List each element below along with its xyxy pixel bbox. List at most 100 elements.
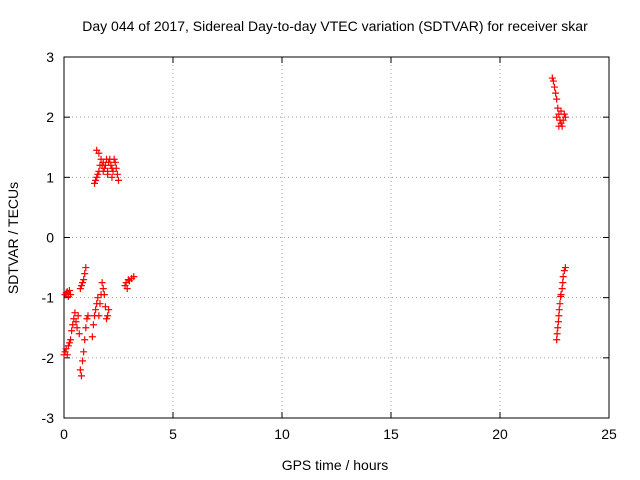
data-point xyxy=(81,336,89,344)
data-point xyxy=(101,303,109,311)
data-point xyxy=(68,327,76,335)
x-tick-label: 25 xyxy=(601,426,617,442)
data-point xyxy=(63,351,71,359)
data-point xyxy=(71,309,79,317)
data-point xyxy=(557,107,565,115)
y-tick-label: -3 xyxy=(42,410,55,426)
data-point xyxy=(82,324,90,332)
data-point xyxy=(98,279,106,287)
data-point xyxy=(100,164,108,172)
data-point xyxy=(561,264,569,272)
data-point xyxy=(67,291,75,299)
data-point xyxy=(115,176,122,184)
data-point xyxy=(64,342,72,350)
data-point xyxy=(559,273,567,281)
data-point xyxy=(83,315,91,323)
data-point xyxy=(109,167,117,175)
data-point xyxy=(76,285,84,293)
data-point xyxy=(95,149,103,157)
data-point xyxy=(103,315,111,323)
data-point xyxy=(561,113,569,121)
data-point xyxy=(93,173,101,181)
x-tick-label: 20 xyxy=(492,426,508,442)
data-point xyxy=(554,324,562,332)
data-point xyxy=(556,300,564,308)
data-point xyxy=(112,164,120,172)
data-point xyxy=(92,306,100,314)
data-point xyxy=(82,264,90,272)
data-point xyxy=(94,170,102,178)
data-point xyxy=(560,110,568,118)
data-point xyxy=(104,170,112,178)
y-tick-label: 2 xyxy=(46,109,54,125)
data-point xyxy=(77,372,85,380)
data-point xyxy=(552,89,560,97)
axis-ticks: 0 5 10 15 20 25 -3 -2 -1 0 1 2 3 xyxy=(42,49,617,442)
data-point xyxy=(73,324,81,332)
data-point xyxy=(553,330,561,338)
data-point xyxy=(91,179,99,187)
data-point xyxy=(130,273,138,281)
data-point xyxy=(124,276,132,284)
data-point xyxy=(548,74,556,82)
data-point xyxy=(96,300,104,308)
x-tick-label: 10 xyxy=(274,426,290,442)
data-point xyxy=(555,306,563,314)
data-point xyxy=(553,95,561,103)
x-tick-label: 15 xyxy=(383,426,399,442)
x-axis-label: GPS time / hours xyxy=(282,457,389,473)
data-point xyxy=(69,321,77,329)
data-point xyxy=(108,173,116,181)
data-point xyxy=(94,294,102,302)
data-point xyxy=(113,170,121,178)
data-point xyxy=(560,267,568,275)
x-tick-label: 5 xyxy=(169,426,177,442)
data-point xyxy=(76,366,84,374)
data-point xyxy=(555,312,563,320)
data-point xyxy=(100,291,108,299)
data-point xyxy=(88,333,96,341)
data-point xyxy=(99,285,107,293)
data-point xyxy=(81,270,89,278)
data-point xyxy=(558,285,566,293)
data-point xyxy=(99,167,107,175)
data-point xyxy=(77,282,85,290)
data-point xyxy=(559,279,567,287)
data-point xyxy=(553,336,561,344)
data-point xyxy=(110,155,118,163)
data-point xyxy=(79,279,87,287)
data-point xyxy=(554,318,562,326)
data-point xyxy=(75,330,83,338)
data-point xyxy=(104,312,112,320)
data-point xyxy=(65,286,73,294)
y-axis-label: SDTVAR / TECUs xyxy=(5,182,21,294)
data-point xyxy=(89,321,97,329)
x-tick-label: 0 xyxy=(60,426,68,442)
y-tick-label: 0 xyxy=(46,230,54,246)
grid-lines xyxy=(64,57,609,418)
data-point xyxy=(79,357,87,365)
data-point xyxy=(105,306,113,314)
y-tick-label: 3 xyxy=(46,49,54,65)
data-point xyxy=(553,113,561,121)
chart-title: Day 044 of 2017, Sidereal Day-to-day VTE… xyxy=(82,18,588,34)
data-point xyxy=(554,104,562,112)
data-point xyxy=(551,83,558,91)
data-point xyxy=(80,276,88,284)
data-point xyxy=(107,161,115,169)
data-point xyxy=(72,318,80,326)
y-tick-label: -1 xyxy=(42,290,55,306)
data-point xyxy=(549,77,557,85)
data-point xyxy=(123,285,131,293)
data-point xyxy=(95,312,103,320)
data-point xyxy=(111,158,119,166)
data-point xyxy=(74,312,82,320)
data-point xyxy=(65,339,73,347)
y-tick-label: 1 xyxy=(46,169,54,185)
y-tick-label: -2 xyxy=(42,350,55,366)
data-point xyxy=(557,291,565,299)
data-point xyxy=(84,312,92,320)
data-point xyxy=(67,336,75,344)
data-points xyxy=(60,74,569,380)
